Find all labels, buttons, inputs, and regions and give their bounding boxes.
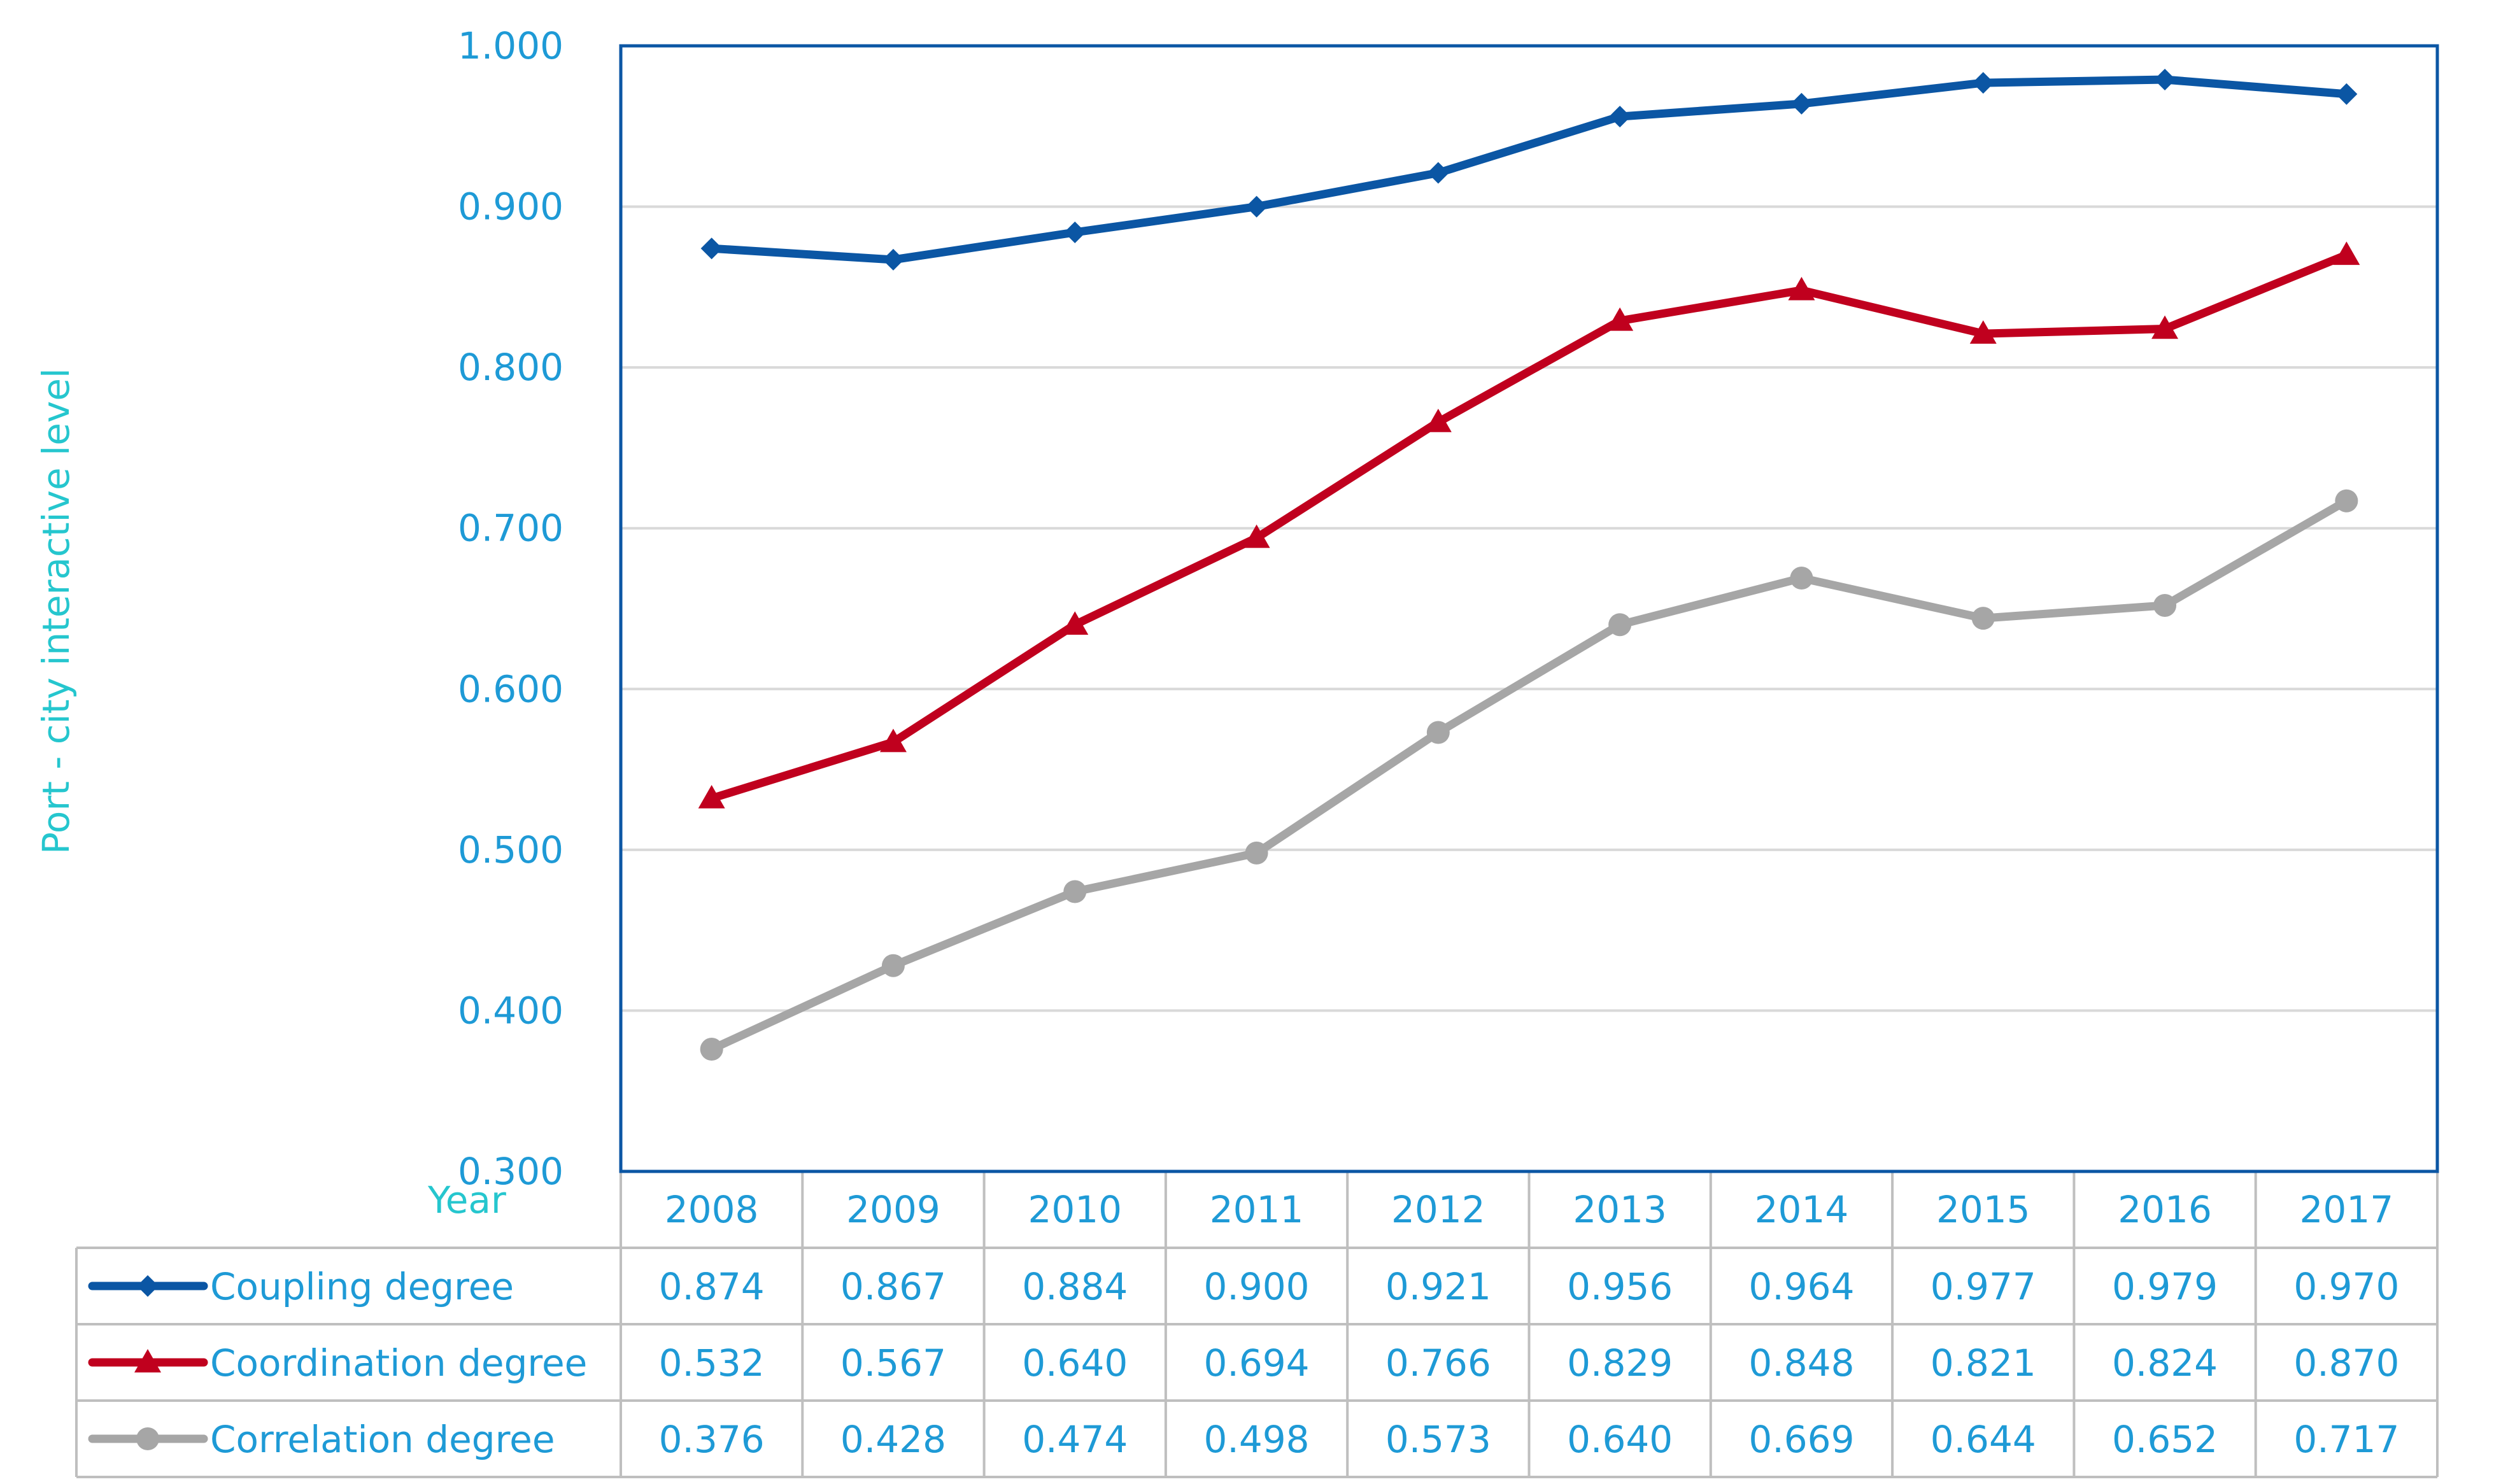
data-table: 2008 2009 2010 2011 2012 2013 2014 2015 2016 2017… [75,1171,2439,1478]
data-point-marker [1243,524,1270,548]
data-point-marker [1427,162,1449,184]
data-point-marker [700,1038,723,1061]
data-point-marker [1424,409,1452,432]
y-tick-label: 0.500 [458,828,563,872]
data-point-marker [1609,106,1631,128]
y-tick-label: 0.600 [458,667,563,710]
y-tick-label: 0.900 [458,185,563,229]
data-table-value: 0.884 [1022,1265,1128,1308]
series-line [707,497,2351,1054]
y-tick-label: 0.700 [458,507,563,550]
data-point-marker [2335,83,2358,105]
x-tick-label: 2009 [846,1188,940,1231]
data-point-marker [1788,276,1815,300]
data-table-value: 0.640 [1567,1418,1673,1461]
series-lines [698,69,2360,1061]
series-line [707,250,2351,803]
data-point-marker [698,785,725,809]
data-table-value: 0.532 [659,1341,765,1385]
data-table-value: 0.573 [1385,1418,1491,1461]
data-table-value: 0.829 [1567,1341,1673,1385]
data-point-marker [881,954,905,977]
data-table-value: 0.717 [2293,1418,2399,1461]
data-point-marker [2153,593,2177,617]
data-table-value: 0.640 [1022,1341,1128,1385]
data-point-marker [1790,92,1813,115]
data-table-value: 0.867 [840,1265,946,1308]
data-table-value: 0.474 [1022,1418,1128,1461]
data-point-marker [1606,307,1634,331]
data-point-marker [1972,72,1994,94]
data-point-marker [700,237,723,260]
data-point-marker [1971,607,1995,630]
legend-key-marker [134,1349,161,1373]
legend-key-marker [136,1427,159,1450]
data-table-value: 0.498 [1204,1418,1310,1461]
data-point-marker [1426,721,1450,744]
x-tick-label: 2014 [1755,1188,1849,1231]
data-table-value: 0.821 [1931,1341,2036,1385]
x-tick-label: 2012 [1391,1188,1485,1231]
x-tick-label: 2008 [665,1188,759,1231]
data-point-marker [2154,69,2176,91]
data-table-value: 0.921 [1385,1265,1491,1308]
data-point-marker [2333,241,2360,265]
data-table-value: 0.956 [1567,1265,1673,1308]
y-tick-label: 0.300 [458,1150,563,1193]
data-table-value: 0.970 [2293,1265,2399,1308]
data-table-value: 0.652 [2112,1418,2218,1461]
data-point-marker [1061,611,1089,635]
data-table-value: 0.694 [1204,1341,1310,1385]
y-tick-label: 0.800 [458,346,563,389]
data-table-value: 0.964 [1748,1265,1854,1308]
legend-label: Coordination degree [210,1341,587,1385]
x-tick-label: 2017 [2300,1188,2394,1231]
data-table-value: 0.848 [1748,1341,1854,1385]
y-tick-label: 0.400 [458,989,563,1032]
data-table-value: 0.870 [2293,1341,2399,1385]
data-point-marker [2151,315,2179,339]
data-table-value: 0.669 [1748,1418,1854,1461]
y-tick-label: 1.000 [458,24,563,67]
data-point-marker [1245,195,1268,218]
data-table-value: 0.428 [840,1418,946,1461]
data-table-value: 0.376 [659,1418,765,1461]
data-point-marker [879,728,907,753]
data-point-marker [1608,613,1632,637]
legend-key-marker [137,1275,159,1297]
data-point-marker [1790,567,1813,590]
data-table-value: 0.977 [1931,1265,2036,1308]
data-point-marker [882,248,904,271]
data-table-value: 0.766 [1385,1341,1491,1385]
plot-area-border [619,44,2439,1173]
y-axis-title: Port - city interactive level [34,368,78,854]
x-tick-label: 2016 [2118,1188,2212,1231]
x-axis-title: Year [427,1178,506,1222]
y-axis-ticks: 0.300 0.400 0.500 0.600 0.700 0.800 0.900 1.000 [458,24,563,1193]
legend-label: Coupling degree [210,1265,514,1308]
data-point-marker [1245,841,1268,865]
x-tick-label: 2013 [1573,1188,1667,1231]
data-table-value: 0.874 [659,1265,765,1308]
data-table-value: 0.979 [2112,1265,2218,1308]
x-tick-label: 2010 [1028,1188,1122,1231]
legend-label: Correlation degree [210,1418,555,1461]
x-tick-label: 2015 [1936,1188,2030,1231]
data-point-marker [2335,489,2358,512]
x-tick-label: 2011 [1210,1188,1304,1231]
series-line [707,75,2351,264]
data-table-value: 0.824 [2112,1341,2218,1385]
data-point-marker [1063,880,1087,903]
data-point-marker [1969,320,1997,344]
data-table-value: 0.644 [1931,1418,2036,1461]
data-point-marker [1064,221,1086,243]
data-table-value: 0.900 [1204,1265,1310,1308]
data-table-value: 0.567 [840,1341,946,1385]
